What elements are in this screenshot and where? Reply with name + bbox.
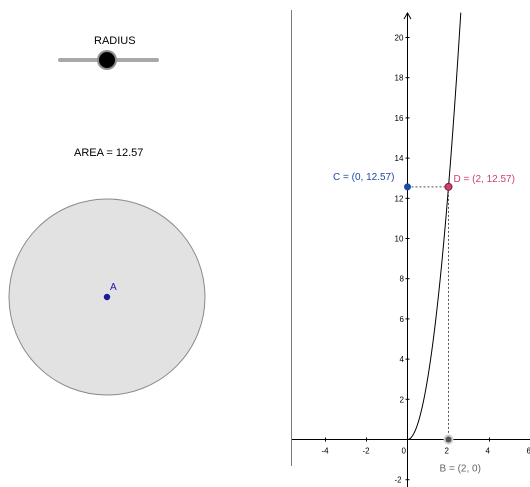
y-tick-label: 8 (400, 275, 405, 284)
x-tick-label: 0 (402, 447, 407, 456)
slider-label: RADIUS (94, 35, 136, 47)
y-axis-arrow (403, 12, 412, 20)
point-c-label: C = (0, 12.57) (333, 172, 394, 183)
y-tick-label: 16 (395, 114, 404, 123)
y-tick-label: 20 (395, 34, 404, 43)
area-readout: AREA = 12.57 (74, 147, 144, 159)
point-c[interactable] (404, 183, 411, 191)
y-tick-label: -2 (395, 476, 403, 485)
x-tick-label: -2 (363, 447, 371, 456)
x-tick-label: 2 (445, 447, 450, 456)
x-tick-label: -4 (322, 447, 330, 456)
y-tick-label: 14 (395, 154, 404, 163)
y-tick-label: 4 (400, 355, 405, 364)
point-b-label: B = (2, 0) (440, 464, 481, 475)
graph-view[interactable]: -4 -2 0 2 4 6 -2 2 4 6 8 10 12 14 16 18 20 C = (0, 12.5… (292, 0, 530, 487)
left-canvas[interactable]: RADIUS AREA = 12.57 A (0, 0, 291, 487)
center-point-a[interactable] (103, 293, 111, 301)
y-tick-label: 18 (395, 74, 404, 83)
radius-slider-knob[interactable] (99, 52, 115, 68)
y-tick-label: 2 (400, 395, 405, 404)
point-d-label: D = (2, 12.57) (454, 174, 515, 185)
x-tick-label: 4 (486, 447, 491, 456)
y-tick-label: 10 (395, 235, 404, 244)
center-point-label: A (110, 282, 117, 293)
parabola-curve (407, 12, 462, 440)
view-divider (291, 10, 292, 466)
point-b[interactable] (443, 434, 454, 445)
point-d[interactable] (444, 182, 453, 191)
circle-drawing: A (8, 198, 206, 396)
x-tick-label: 6 (527, 447, 530, 456)
y-tick-label: 12 (395, 194, 404, 203)
y-tick-label: 6 (400, 315, 405, 324)
